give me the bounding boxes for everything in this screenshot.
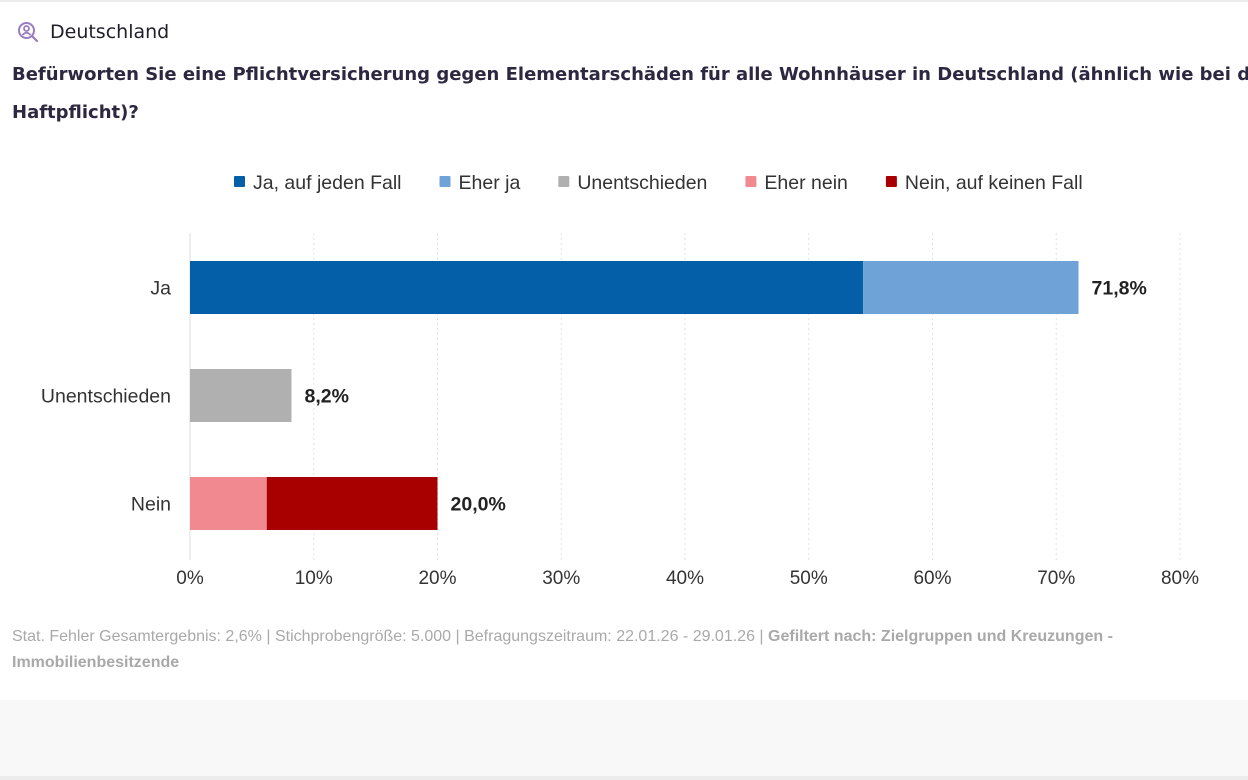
user-search-icon (18, 22, 39, 43)
question-title-line2: Haftpflicht)? (12, 102, 139, 123)
question-title: Befürworten Sie eine Pflichtversicherung… (12, 56, 1248, 132)
region-name: Deutschland (50, 21, 170, 43)
total-label: 71,8% (1092, 278, 1147, 300)
legend-swatch (745, 176, 757, 187)
total-label: 20,0% (451, 494, 506, 516)
x-tick-label: 80% (1161, 568, 1199, 589)
bar-segment (190, 369, 292, 422)
legend-label: Nein, auf keinen Fall (905, 172, 1083, 194)
legend-label: Eher ja (459, 172, 521, 194)
x-tick-label: 40% (666, 568, 704, 589)
bar-segment (190, 477, 267, 530)
legend-swatch (439, 176, 451, 187)
legend-label: Eher nein (764, 172, 847, 194)
x-tick-label: 0% (176, 568, 204, 589)
x-tick-label: 20% (418, 568, 456, 589)
top-border (0, 0, 1248, 2)
legend-swatch (234, 176, 245, 187)
category-label: Nein (131, 494, 171, 516)
region-header: Deutschland (16, 20, 169, 44)
legend-label: Unentschieden (577, 172, 707, 194)
footer-stats: Stat. Fehler Gesamtergebnis: 2,6% | Stic… (12, 628, 769, 645)
legend-swatch (885, 176, 897, 187)
bottom-panel (0, 700, 1248, 776)
bar-segment (266, 477, 438, 530)
bar-chart: 0% 10% 20% 30% 40% 50% 60% 70% 80% Ja, auf jeden … (41, 172, 1199, 589)
bar-segment (190, 261, 864, 314)
x-tick-label: 50% (790, 568, 828, 589)
x-tick-label: 60% (913, 568, 951, 589)
question-title-line1: Befürworten Sie eine Pflichtversicherung… (12, 64, 1248, 85)
x-tick-label: 70% (1037, 568, 1075, 589)
legend-swatch (558, 176, 570, 187)
x-tick-label: 10% (295, 568, 333, 589)
chart-footer: Stat. Fehler Gesamtergebnis: 2,6% | Stic… (12, 624, 1248, 676)
bar-segment (863, 261, 1079, 314)
category-label: Unentschieden (41, 386, 171, 408)
total-label: 8,2% (304, 386, 348, 408)
footer-filter: Gefiltert nach: Zielgruppen und Kreuzung… (12, 628, 1113, 671)
bottom-border (0, 776, 1248, 780)
x-tick-label: 30% (542, 568, 580, 589)
legend-label: Ja, auf jeden Fall (253, 172, 402, 194)
category-label: Ja (150, 278, 171, 300)
